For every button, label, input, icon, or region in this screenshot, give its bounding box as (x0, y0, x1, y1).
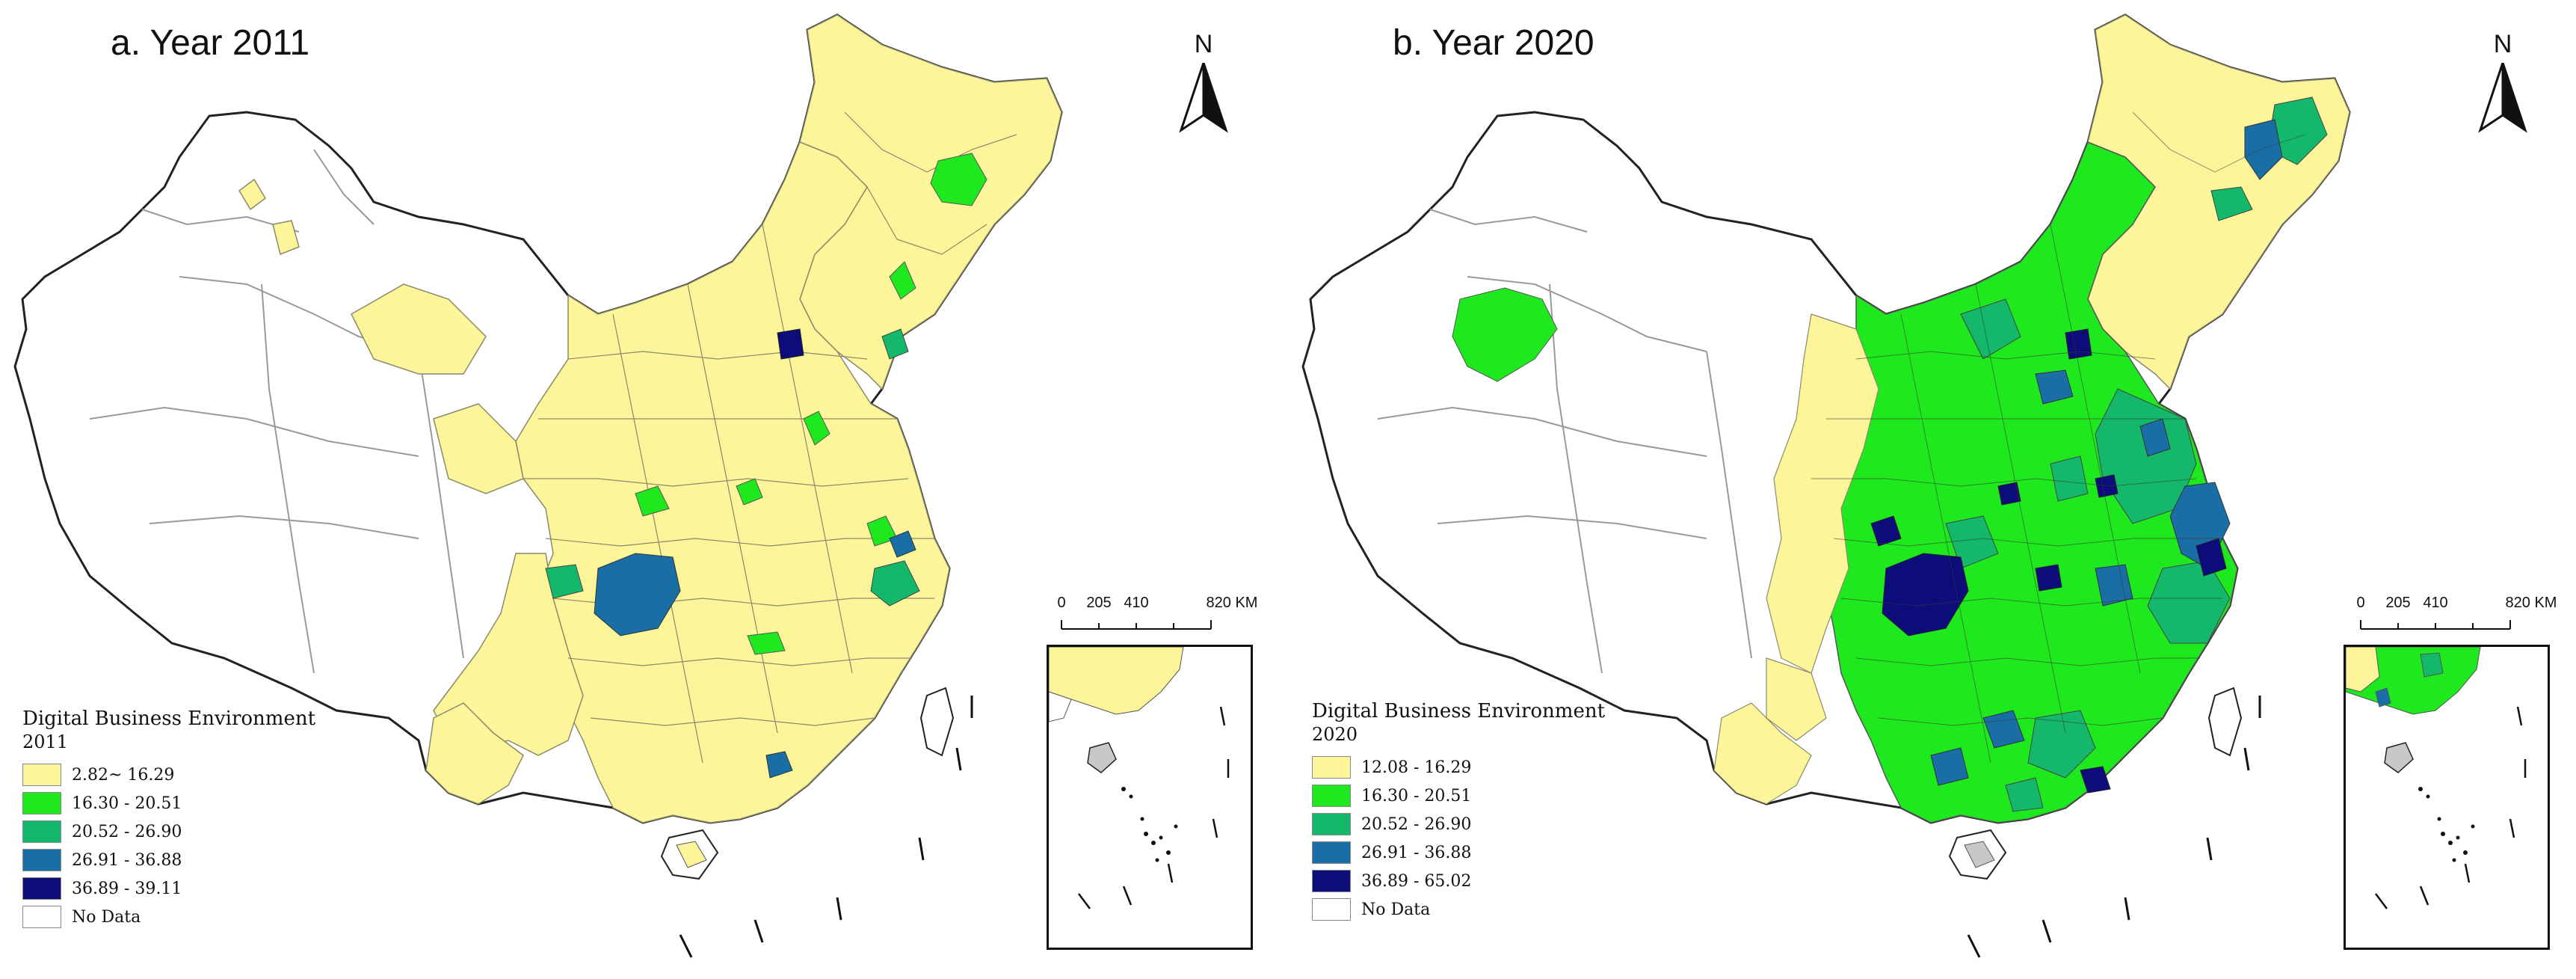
legend-swatch (1312, 813, 1351, 835)
legend-label: 16.30 - 20.51 (1361, 786, 1472, 805)
north-arrow: N (2477, 30, 2529, 142)
taiwan-island (2207, 687, 2243, 757)
legend-item: 20.52 - 26.90 (22, 817, 315, 846)
north-arrow-icon (2478, 63, 2527, 133)
legend-label: 2.82~ 16.29 (72, 765, 175, 785)
taiwan-island (919, 687, 955, 757)
legend-label: 12.08 - 16.29 (1361, 758, 1472, 777)
legend-label: 20.52 - 26.90 (72, 822, 182, 841)
legend-swatch (22, 764, 61, 786)
scale-label-820: 820 KM (1206, 595, 1258, 611)
region-north-pocket-2 (272, 220, 300, 256)
legend-item: No Data (1312, 895, 1605, 924)
legend-item: 36.89 - 65.02 (1312, 867, 1605, 895)
legend-swatch (1312, 898, 1351, 921)
scale-label-410: 410 (2423, 595, 2448, 611)
region-north-pocket (238, 178, 266, 211)
legend-swatch (22, 906, 61, 928)
legend-label: 16.30 - 20.51 (72, 794, 182, 813)
scale-bar: 0 205 410 820 KM (1050, 595, 1257, 639)
inset-map (1049, 647, 1230, 909)
legend-swatch (22, 792, 61, 814)
legend-label: 36.89 - 39.11 (72, 879, 182, 898)
legend-item: No Data (22, 903, 315, 931)
scale-bar-graphic (1061, 620, 1212, 630)
map-panel-2020: b. Year 2020 (1288, 0, 2576, 979)
map-legend: Digital Business Environment 2011 2.82~ … (22, 707, 315, 931)
legend-label: No Data (72, 907, 141, 927)
legend-year: 2011 (22, 731, 69, 752)
scale-label-205: 205 (1086, 595, 1112, 611)
south-china-sea-inset (2344, 645, 2550, 950)
legend-swatch (1312, 841, 1351, 864)
legend-label: No Data (1361, 900, 1431, 919)
scale-label-0: 0 (1057, 595, 1066, 611)
map-legend: Digital Business Environment 2020 12.08 … (1312, 699, 1605, 924)
scale-bar-graphic (2360, 620, 2511, 630)
legend-item: 2.82~ 16.29 (22, 761, 315, 789)
south-china-sea-inset (1047, 645, 1253, 950)
north-label: N (2493, 30, 2512, 58)
legend-swatch (22, 849, 61, 871)
legend-label: 26.91 - 36.88 (1361, 843, 1472, 862)
inset-map (2346, 647, 2527, 909)
legend-item: 26.91 - 36.88 (1312, 838, 1605, 867)
legend-swatch (22, 820, 61, 843)
china-map-2011 (13, 13, 1063, 958)
legend-item: 12.08 - 16.29 (1312, 753, 1605, 782)
legend-swatch (1312, 756, 1351, 779)
scale-bar: 0 205 410 820 KM (2349, 595, 2557, 639)
legend-label: 26.91 - 36.88 (72, 850, 182, 870)
region-yunnan (425, 702, 524, 805)
legend-item: 20.52 - 26.90 (1312, 810, 1605, 838)
legend-item: 16.30 - 20.51 (1312, 782, 1605, 810)
legend-swatch (1312, 870, 1351, 892)
legend-item: 36.89 - 39.11 (22, 874, 315, 903)
legend-swatch (22, 877, 61, 900)
panel-title: a. Year 2011 (111, 23, 310, 63)
legend-item: 16.30 - 20.51 (22, 789, 315, 817)
legend-item: 26.91 - 36.88 (22, 846, 315, 874)
scale-label-205: 205 (2385, 595, 2411, 611)
scale-label-410: 410 (1124, 595, 1149, 611)
north-arrow-icon (1179, 63, 1228, 133)
legend-label: 20.52 - 26.90 (1361, 814, 1472, 834)
region-qinghai-part (351, 283, 487, 375)
map-panel-2011: a. Year 2011 (13, 13, 1257, 958)
legend-label: 36.89 - 65.02 (1361, 871, 1472, 891)
region-southwest (433, 553, 584, 756)
scale-label-820: 820 KM (2505, 595, 2557, 611)
legend-swatch (1312, 785, 1351, 807)
legend-title: Digital Business Environment (22, 708, 316, 730)
scale-label-0: 0 (2356, 595, 2365, 611)
north-label: N (1194, 30, 1213, 58)
legend-year: 2020 (1312, 724, 1358, 745)
china-map-2020 (1301, 13, 2351, 958)
legend-title: Digital Business Environment (1312, 700, 1606, 722)
panel-title: b. Year 2020 (1393, 23, 1594, 63)
north-arrow: N (1177, 30, 1230, 142)
